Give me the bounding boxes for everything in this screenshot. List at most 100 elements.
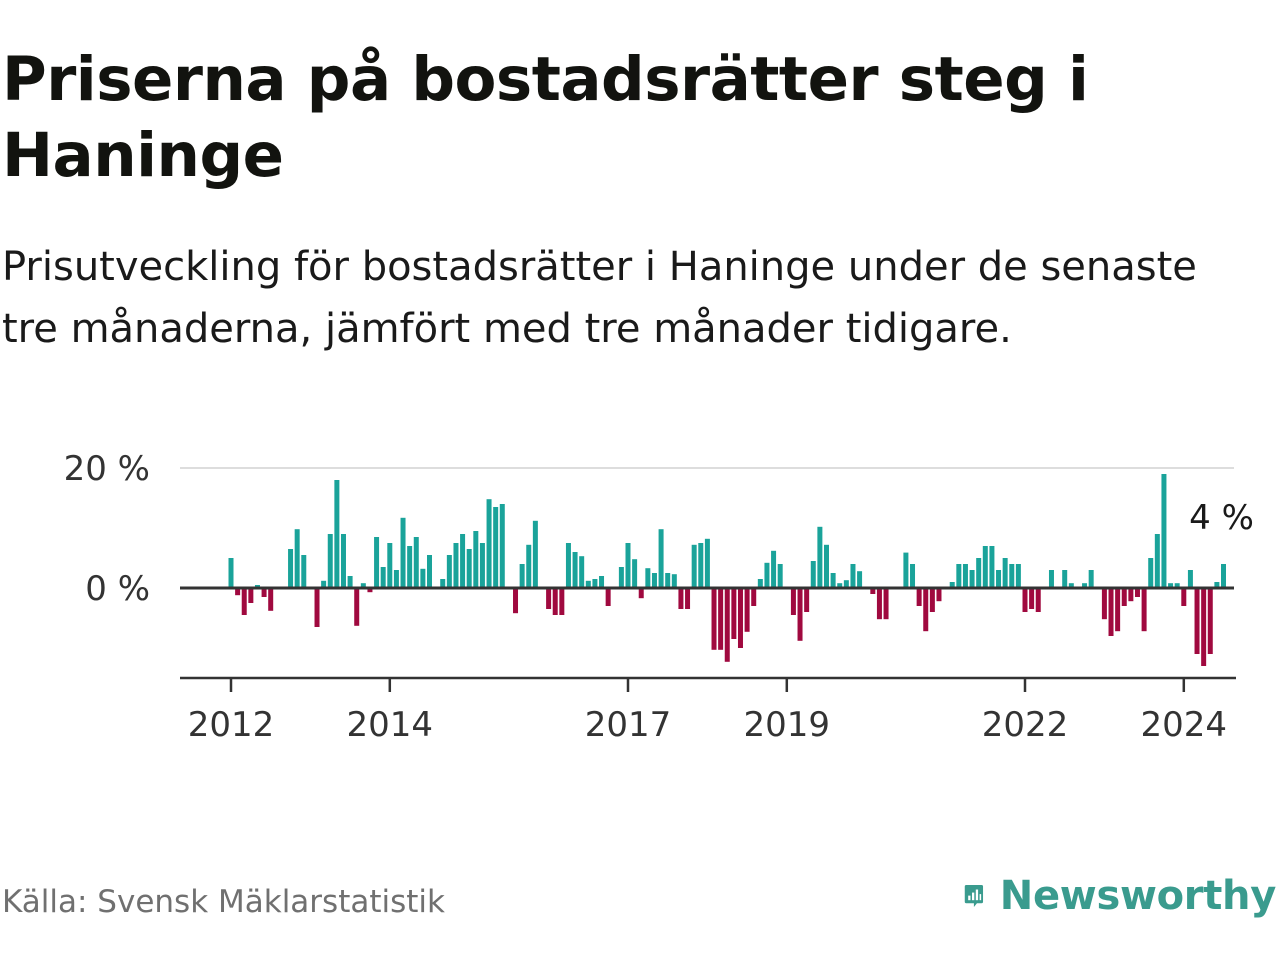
bar bbox=[1115, 588, 1121, 632]
bar bbox=[976, 558, 982, 588]
bar bbox=[810, 561, 816, 588]
bars-group bbox=[228, 474, 1226, 666]
bar bbox=[340, 534, 346, 588]
bar bbox=[1148, 558, 1154, 588]
brand-logo: Newsworthy bbox=[964, 864, 1276, 928]
bar bbox=[1207, 588, 1213, 654]
bar bbox=[387, 543, 393, 588]
bar bbox=[956, 564, 962, 588]
source-note: Källa: Svensk Mäklarstatistik bbox=[2, 884, 445, 920]
bar bbox=[625, 543, 631, 588]
bar bbox=[321, 580, 327, 588]
bar bbox=[235, 588, 241, 596]
bar bbox=[393, 570, 399, 588]
bar bbox=[1201, 588, 1207, 666]
bar bbox=[790, 588, 796, 615]
bar bbox=[804, 588, 810, 612]
bar bbox=[460, 534, 466, 588]
x-tick-label: 2017 bbox=[585, 705, 672, 745]
bar bbox=[830, 573, 836, 588]
bar bbox=[850, 564, 856, 588]
bar bbox=[996, 570, 1002, 588]
bar bbox=[493, 507, 499, 588]
bar bbox=[1002, 558, 1008, 588]
chart-title: Priserna på bostadsrätter steg i Haninge bbox=[2, 44, 1089, 191]
bar bbox=[446, 555, 452, 588]
bar bbox=[751, 588, 757, 606]
bar bbox=[360, 583, 366, 588]
bar bbox=[579, 556, 585, 588]
bar bbox=[1062, 570, 1068, 588]
bar bbox=[314, 588, 320, 627]
brand-name: Newsworthy bbox=[999, 873, 1277, 919]
bar bbox=[532, 520, 538, 588]
bar bbox=[1174, 583, 1180, 588]
bar bbox=[949, 582, 955, 588]
bar bbox=[797, 588, 803, 641]
bar bbox=[651, 573, 657, 588]
y-tick-label: 20 % bbox=[64, 449, 150, 489]
bar bbox=[685, 588, 691, 609]
bar bbox=[678, 588, 684, 609]
bar bbox=[916, 588, 922, 606]
bar bbox=[910, 564, 916, 588]
bar bbox=[757, 579, 763, 588]
bar bbox=[632, 559, 638, 588]
bar bbox=[546, 588, 552, 609]
bar bbox=[400, 517, 406, 588]
bar bbox=[1009, 564, 1015, 588]
bar bbox=[1108, 588, 1114, 636]
bar bbox=[1121, 588, 1127, 606]
bar bbox=[327, 534, 333, 588]
bar bbox=[1141, 588, 1147, 632]
bar bbox=[1214, 582, 1220, 588]
bar bbox=[843, 580, 849, 588]
bar bbox=[691, 544, 697, 588]
bar bbox=[427, 555, 432, 588]
bar bbox=[969, 570, 975, 588]
bar bbox=[903, 552, 909, 588]
bar bbox=[552, 588, 558, 615]
bar bbox=[1022, 588, 1028, 612]
bar bbox=[440, 579, 446, 588]
bar bbox=[486, 499, 492, 588]
bar bbox=[704, 538, 710, 588]
bar bbox=[883, 588, 889, 620]
bar bbox=[989, 546, 995, 588]
bar bbox=[1168, 583, 1174, 588]
bar bbox=[1194, 588, 1200, 654]
bar bbox=[1101, 588, 1107, 620]
bar bbox=[724, 588, 730, 662]
bar bbox=[1181, 588, 1187, 606]
bar bbox=[347, 576, 353, 588]
bar bbox=[857, 571, 863, 588]
x-tick-label: 2019 bbox=[744, 705, 831, 745]
bar bbox=[764, 562, 770, 588]
bar bbox=[698, 543, 704, 588]
bar bbox=[294, 529, 300, 588]
bar bbox=[1128, 588, 1134, 602]
bar bbox=[824, 544, 829, 588]
bar bbox=[982, 546, 988, 588]
bar bbox=[565, 543, 571, 588]
bar bbox=[638, 588, 644, 599]
bar bbox=[1161, 474, 1167, 588]
bar bbox=[1134, 588, 1140, 597]
bar bbox=[837, 583, 843, 588]
bar bbox=[1048, 570, 1054, 588]
bar bbox=[737, 588, 743, 648]
bar bbox=[936, 588, 942, 602]
bar bbox=[228, 558, 234, 588]
x-tick-label: 2024 bbox=[1141, 705, 1228, 745]
x-axis: 2012 2014 2017 2019 2022 2024 bbox=[188, 678, 1227, 745]
bar bbox=[301, 555, 307, 588]
chart-subtitle: Prisutveckling för bostadsrätter i Hanin… bbox=[2, 244, 1197, 352]
bar bbox=[618, 567, 624, 588]
bar bbox=[499, 504, 505, 588]
bar bbox=[354, 588, 360, 626]
bar bbox=[334, 480, 340, 588]
y-axis: 20 % 0 % bbox=[64, 449, 150, 609]
y-tick-label: 0 % bbox=[85, 569, 150, 609]
bar bbox=[1068, 583, 1074, 588]
bar bbox=[288, 549, 294, 588]
